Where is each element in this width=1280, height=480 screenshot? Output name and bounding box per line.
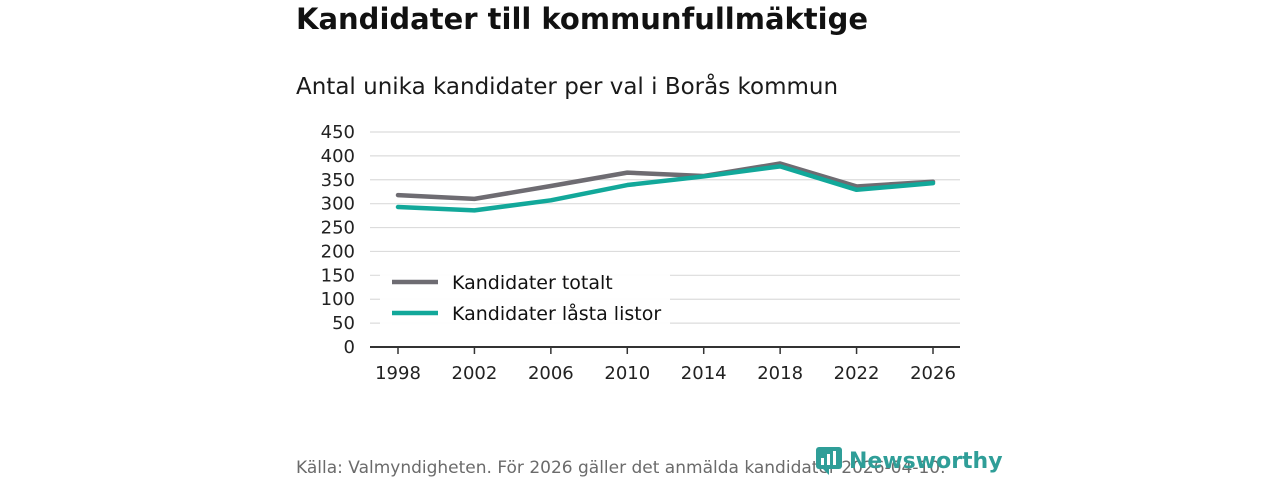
y-tick-label: 50	[332, 313, 355, 334]
x-tick-label: 2014	[681, 363, 727, 384]
legend-background	[380, 266, 670, 328]
y-tick-label: 400	[321, 146, 355, 167]
y-tick-label: 200	[321, 241, 355, 262]
x-tick-label: 2002	[452, 363, 498, 384]
legend-label: Kandidater låsta listor	[452, 302, 661, 325]
newsworthy-logo-icon	[816, 447, 842, 475]
brand-name: Newsworthy	[849, 448, 1003, 474]
x-tick-label: 2026	[910, 363, 956, 384]
y-tick-label: 100	[321, 289, 355, 310]
series-lines	[395, 161, 936, 213]
y-tick-label: 450	[321, 122, 355, 143]
y-tick-label: 0	[344, 337, 355, 358]
x-tick-label: 2022	[834, 363, 880, 384]
source-note: Källa: Valmyndigheten. För 2026 gäller d…	[296, 458, 946, 478]
y-tick-label: 250	[321, 218, 355, 239]
series-line-1	[395, 161, 936, 202]
x-tick-label: 2006	[528, 363, 574, 384]
y-tick-label: 350	[321, 170, 355, 191]
x-axis: 1998 2002 2006 2010 2014 2018 2022 2026	[370, 346, 960, 384]
chart-title: Kandidater till kommunfullmäktige	[296, 2, 869, 36]
y-tick-label: 300	[321, 194, 355, 215]
legend: Kandidater totalt Kandidater låsta listor	[380, 266, 670, 328]
series-line-2	[395, 164, 936, 213]
legend-label: Kandidater totalt	[452, 272, 613, 294]
x-tick-label: 2010	[604, 363, 650, 384]
x-tick-label: 1998	[375, 363, 421, 384]
chart-subtitle: Antal unika kandidater per val i Borås k…	[296, 74, 839, 100]
brand-logo: Newsworthy	[815, 446, 1003, 476]
x-tick-label: 2018	[757, 363, 803, 384]
y-tick-label: 150	[321, 265, 355, 286]
